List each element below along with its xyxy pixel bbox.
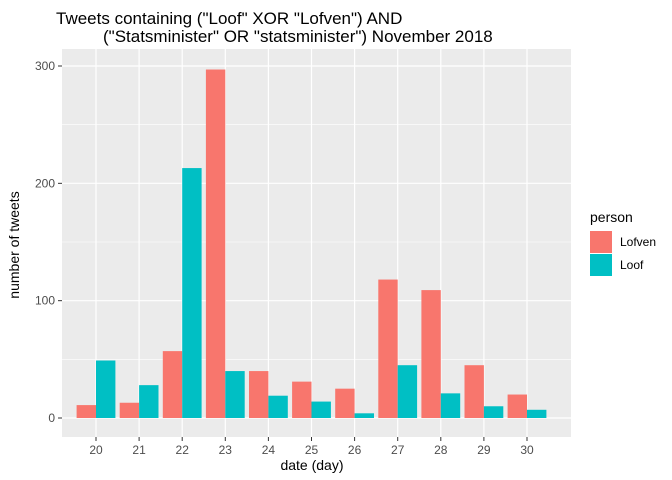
x-tick-label: 27 xyxy=(391,443,405,457)
x-tick-label: 26 xyxy=(348,443,362,457)
x-tick-label: 21 xyxy=(132,443,146,457)
bar-loof-30 xyxy=(527,409,547,418)
bars xyxy=(76,69,547,419)
grid-major xyxy=(62,49,571,437)
x-tick-label: 29 xyxy=(477,443,491,457)
y-tick-label: 100 xyxy=(35,294,55,308)
bar-loof-26 xyxy=(354,413,374,418)
x-axis-label: date (day) xyxy=(280,457,343,473)
legend: person Lofven Loof xyxy=(590,209,656,276)
bar-loof-28 xyxy=(440,393,461,418)
bar-lofven-27 xyxy=(378,279,398,418)
chart-title-line-2: ("Statsminister" OR "statsminister") Nov… xyxy=(103,27,493,46)
x-tick-label: 25 xyxy=(305,443,319,457)
bar-loof-20 xyxy=(96,360,116,418)
x-tick-label: 23 xyxy=(219,443,233,457)
bar-lofven-21 xyxy=(119,402,140,418)
legend-title: person xyxy=(590,209,633,225)
x-tick-label: 20 xyxy=(89,443,103,457)
plot-panel xyxy=(62,49,571,437)
y-axis: 0 100 200 300 xyxy=(35,59,62,425)
x-axis: 20 21 22 23 24 25 26 27 28 29 30 xyxy=(89,437,534,457)
legend-key-lofven xyxy=(590,231,612,253)
bar-lofven-20 xyxy=(76,405,96,418)
legend-label-lofven: Lofven xyxy=(620,235,656,249)
bar-loof-27 xyxy=(397,365,418,418)
y-tick-label: 200 xyxy=(35,176,55,190)
grid-minor xyxy=(62,124,571,360)
bar-lofven-28 xyxy=(421,290,441,418)
x-tick-label: 28 xyxy=(434,443,448,457)
bar-loof-29 xyxy=(483,406,504,418)
bar-lofven-29 xyxy=(464,365,484,418)
bar-loof-24 xyxy=(268,395,288,418)
bar-lofven-26 xyxy=(335,388,355,418)
bar-lofven-22 xyxy=(162,351,183,418)
y-tick-label: 300 xyxy=(35,59,55,73)
bar-loof-23 xyxy=(225,371,245,418)
bar-lofven-24 xyxy=(249,371,269,418)
bar-lofven-23 xyxy=(205,69,226,419)
x-tick-label: 22 xyxy=(176,443,190,457)
bar-loof-21 xyxy=(139,385,159,418)
chart-title-line-1: Tweets containing ("Loof" XOR "Lofven") … xyxy=(56,9,402,28)
legend-key-loof xyxy=(590,254,612,276)
legend-label-loof: Loof xyxy=(620,258,644,272)
bar-loof-25 xyxy=(311,401,331,418)
y-tick-label: 0 xyxy=(48,411,55,425)
bar-loof-22 xyxy=(182,168,202,418)
x-tick-label: 24 xyxy=(262,443,276,457)
y-axis-label: number of tweets xyxy=(6,191,22,298)
bar-lofven-30 xyxy=(507,394,527,418)
x-tick-label: 30 xyxy=(520,443,534,457)
bar-lofven-25 xyxy=(292,381,312,418)
